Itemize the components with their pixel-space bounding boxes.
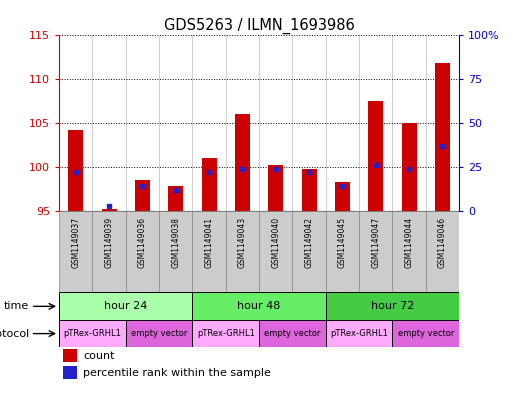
Bar xyxy=(335,182,350,211)
Text: GSM1149044: GSM1149044 xyxy=(405,217,413,268)
Bar xyxy=(126,211,159,292)
Text: GSM1149037: GSM1149037 xyxy=(71,217,80,268)
Text: empty vector: empty vector xyxy=(398,329,454,338)
Text: GSM1149039: GSM1149039 xyxy=(105,217,113,268)
Bar xyxy=(235,114,250,211)
Bar xyxy=(259,320,326,347)
Bar xyxy=(102,209,116,211)
Bar xyxy=(302,169,317,211)
Bar xyxy=(292,211,326,292)
Bar xyxy=(68,130,83,211)
Bar xyxy=(63,349,77,362)
Bar xyxy=(226,211,259,292)
Text: time: time xyxy=(4,301,29,311)
Text: GSM1149046: GSM1149046 xyxy=(438,217,447,268)
Text: protocol: protocol xyxy=(0,329,29,339)
Text: GSM1149041: GSM1149041 xyxy=(205,217,213,268)
Text: hour 48: hour 48 xyxy=(238,301,281,311)
Bar xyxy=(135,180,150,211)
Bar xyxy=(59,211,92,292)
Text: GSM1149038: GSM1149038 xyxy=(171,217,180,268)
Bar xyxy=(192,211,226,292)
Text: pTRex-GRHL1: pTRex-GRHL1 xyxy=(330,329,388,338)
Text: count: count xyxy=(83,351,114,361)
Bar xyxy=(126,320,192,347)
Bar xyxy=(359,211,392,292)
Bar xyxy=(159,211,192,292)
Bar xyxy=(326,211,359,292)
Bar xyxy=(326,320,392,347)
Text: GSM1149042: GSM1149042 xyxy=(305,217,313,268)
Text: GSM1149045: GSM1149045 xyxy=(338,217,347,268)
Text: GSM1149043: GSM1149043 xyxy=(238,217,247,268)
Bar xyxy=(202,158,216,211)
Bar xyxy=(402,123,417,211)
Text: GSM1149036: GSM1149036 xyxy=(138,217,147,268)
Text: GSM1149040: GSM1149040 xyxy=(271,217,280,268)
Bar xyxy=(392,211,426,292)
Bar xyxy=(168,186,183,211)
Bar xyxy=(192,320,259,347)
Text: GSM1149047: GSM1149047 xyxy=(371,217,380,268)
Bar xyxy=(92,211,126,292)
Text: pTRex-GRHL1: pTRex-GRHL1 xyxy=(64,329,121,338)
Bar xyxy=(435,63,450,211)
Text: hour 24: hour 24 xyxy=(104,301,147,311)
Bar xyxy=(192,292,326,320)
Bar xyxy=(392,320,459,347)
Text: empty vector: empty vector xyxy=(131,329,187,338)
Bar xyxy=(259,211,292,292)
Bar xyxy=(63,366,77,380)
Bar xyxy=(59,320,126,347)
Text: percentile rank within the sample: percentile rank within the sample xyxy=(83,368,271,378)
Bar xyxy=(326,292,459,320)
Text: empty vector: empty vector xyxy=(264,329,321,338)
Bar xyxy=(368,101,383,211)
Title: GDS5263 / ILMN_1693986: GDS5263 / ILMN_1693986 xyxy=(164,18,354,34)
Bar xyxy=(59,292,192,320)
Text: hour 72: hour 72 xyxy=(371,301,414,311)
Text: pTRex-GRHL1: pTRex-GRHL1 xyxy=(197,329,254,338)
Bar xyxy=(426,211,459,292)
Bar xyxy=(268,165,283,211)
